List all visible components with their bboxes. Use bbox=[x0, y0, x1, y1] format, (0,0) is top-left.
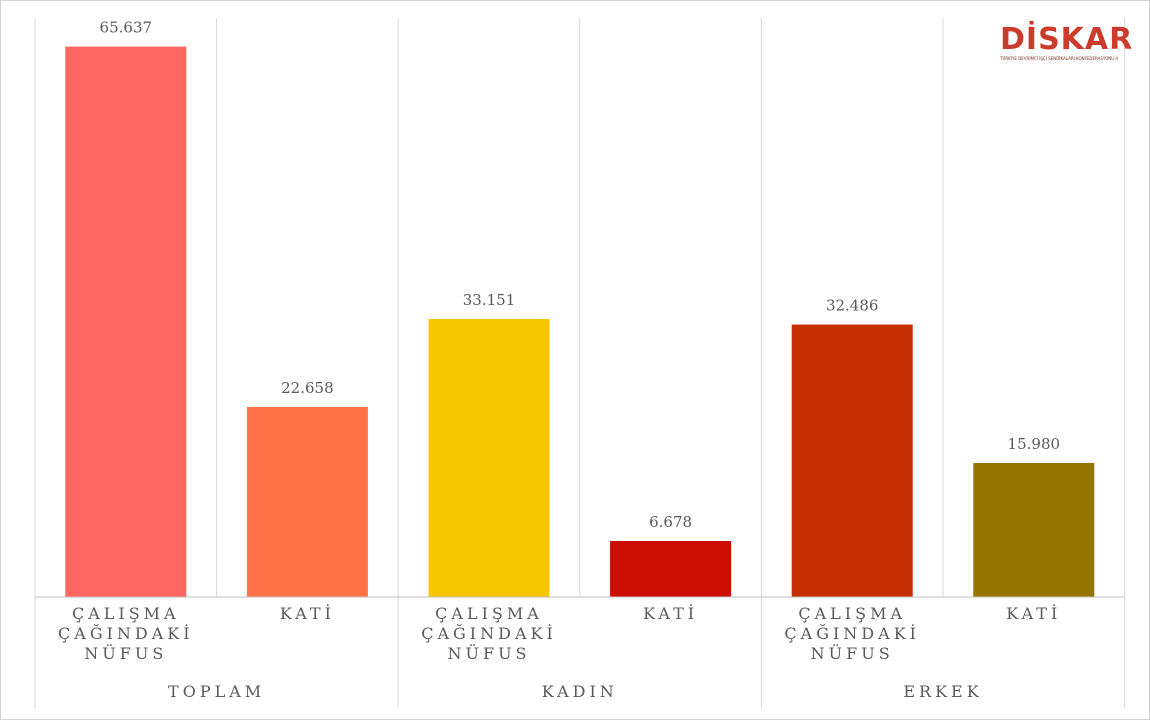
gridlines bbox=[34, 18, 1126, 597]
data-label: 33.151 bbox=[463, 291, 516, 309]
diskar-logo: DİSKAR TÜRKİYE DEVRİMCİ İŞÇİ SENDİKALARI… bbox=[1000, 22, 1134, 72]
category-label: ÇALIŞMA bbox=[798, 604, 906, 623]
category-label: ÇALIŞMA bbox=[435, 604, 543, 623]
x-axis bbox=[34, 596, 1126, 708]
bar bbox=[973, 462, 1095, 597]
logo-subtitle: TÜRKİYE DEVRİMCİ İŞÇİ SENDİKALARI KONFED… bbox=[1000, 56, 1118, 61]
value-labels: 65.637 22.658 33.151 6.678 32.486 15.980 bbox=[100, 19, 1061, 531]
group-labels: TOPLAM KADIN ERKEK bbox=[168, 682, 982, 701]
bar bbox=[791, 324, 913, 597]
data-label: 6.678 bbox=[649, 513, 692, 531]
category-label: ÇALIŞMA bbox=[72, 604, 180, 623]
group-label: ERKEK bbox=[903, 682, 982, 701]
category-label: KATİ bbox=[1006, 603, 1061, 623]
logo-name: DİSKAR bbox=[1000, 22, 1134, 57]
data-label: 32.486 bbox=[826, 297, 879, 315]
bar bbox=[65, 46, 187, 598]
bar bbox=[246, 406, 368, 597]
data-label: 22.658 bbox=[281, 379, 334, 397]
group-label: TOPLAM bbox=[168, 682, 265, 701]
bar bbox=[610, 541, 732, 597]
category-label: NÜFUS bbox=[84, 643, 167, 663]
category-label: KATİ bbox=[280, 603, 335, 623]
data-label: 15.980 bbox=[1008, 435, 1061, 453]
category-label: ÇAĞINDAKİ bbox=[784, 623, 920, 643]
group-label: KADIN bbox=[542, 682, 618, 701]
bar bbox=[428, 319, 550, 597]
category-label: ÇAĞINDAKİ bbox=[58, 623, 194, 643]
category-label: NÜFUS bbox=[811, 643, 894, 663]
category-label: KATİ bbox=[643, 603, 698, 623]
category-label: NÜFUS bbox=[447, 643, 530, 663]
data-label: 65.637 bbox=[100, 19, 153, 37]
bars bbox=[65, 46, 1095, 598]
category-label: ÇAĞINDAKİ bbox=[421, 623, 557, 643]
